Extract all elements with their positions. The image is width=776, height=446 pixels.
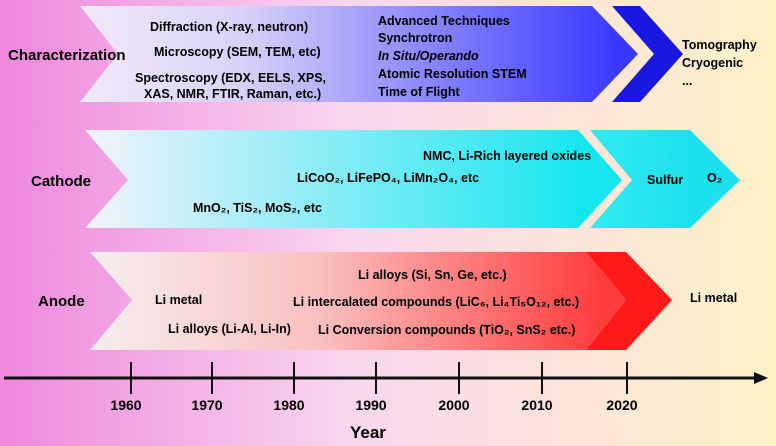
axis-title-year: Year — [350, 423, 386, 442]
cathode-future-o2: O₂ — [707, 171, 722, 185]
anode-arrow — [90, 252, 626, 350]
anode-future-li-metal: Li metal — [690, 291, 737, 305]
char-early-spectroscopy-2: XAS, NMR, FTIR, Raman, etc.) — [144, 87, 321, 101]
char-early-spectroscopy-1: Spectroscopy (EDX, EELS, XPS, — [135, 71, 326, 85]
characterization-arrow — [80, 6, 638, 102]
anode-future-chevron — [586, 252, 672, 350]
tick-label-2020: 2020 — [606, 397, 637, 413]
cathode-arrow — [85, 130, 622, 228]
cathode-sulfur-chevron — [590, 130, 682, 228]
tick-label-1970: 1970 — [191, 397, 222, 413]
tick-label-1990: 1990 — [355, 397, 386, 413]
char-early-diffraction: Diffraction (X-ray, neutron) — [150, 20, 308, 34]
char-advanced-synchrotron: Synchrotron — [378, 31, 452, 45]
timeline-ticks — [130, 362, 628, 394]
row-label-anode: Anode — [38, 293, 85, 310]
char-advanced-techniques: Advanced Techniques — [378, 14, 510, 28]
char-future-ellipsis: ... — [682, 74, 692, 88]
row-label-characterization: Characterization — [8, 47, 126, 64]
char-future-tomography: Tomography — [682, 38, 757, 52]
row-label-cathode: Cathode — [31, 173, 91, 190]
anode-item-intercalated: Li intercalated compounds (LiC₆, Li₄Ti₅O… — [293, 295, 579, 309]
char-advanced-tof: Time of Flight — [378, 85, 461, 99]
cathode-o2-chevron — [640, 130, 740, 228]
anode-item-li-metal: Li metal — [155, 293, 202, 307]
cathode-future-sulfur: Sulfur — [647, 173, 683, 187]
anode-item-li-alloys-early: Li alloys (Li-Al, Li-In) — [168, 322, 291, 336]
char-early-microscopy: Microscopy (SEM, TEM, etc) — [154, 45, 321, 59]
anode-item-li-alloys: Li alloys (Si, Sn, Ge, etc.) — [358, 268, 507, 282]
char-future-cryogenic: Cryogenic — [682, 56, 743, 70]
char-advanced-stem: Atomic Resolution STEM — [378, 67, 527, 81]
anode-item-conversion: Li Conversion compounds (TiO₂, SnS₂ etc.… — [318, 323, 575, 337]
tick-label-1960: 1960 — [110, 397, 141, 413]
timeline-arrow-head — [754, 372, 768, 384]
tick-label-2000: 2000 — [438, 397, 469, 413]
tick-label-1980: 1980 — [273, 397, 304, 413]
cathode-item-sulfides: MnO₂, TiS₂, MoS₂, etc — [193, 201, 322, 215]
char-advanced-in-situ: In Situ/Operando — [378, 49, 479, 63]
cathode-item-nmc: NMC, Li-Rich layered oxides — [423, 149, 591, 163]
timeline-tick-labels: 1960 1970 1980 1990 2000 2010 2020 — [110, 397, 637, 413]
characterization-future-chevron — [612, 6, 683, 102]
tick-label-2010: 2010 — [521, 397, 552, 413]
cathode-item-lco: LiCoO₂, LiFePO₄, LiMn₂O₄, etc — [297, 171, 479, 185]
